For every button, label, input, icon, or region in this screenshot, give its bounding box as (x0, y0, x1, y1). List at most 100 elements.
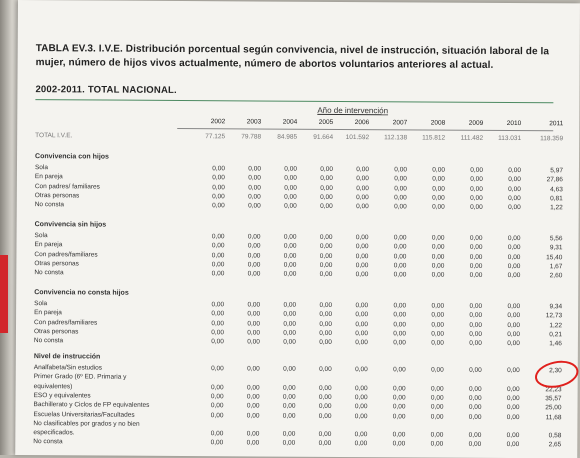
row-label: Analfabeta/Sin estudios (34, 364, 102, 371)
row-label: No consta (34, 337, 63, 344)
cell-value: 0,00 (403, 413, 443, 420)
cell-value: 11,68 (521, 414, 561, 421)
cell-value: 0,00 (481, 195, 521, 202)
cell-value: 0,00 (405, 185, 445, 192)
cell-value: 0,00 (443, 176, 483, 183)
cell-value: 84.985 (257, 133, 297, 140)
cell-value: 2005 (293, 119, 333, 126)
row-label: Primer Grado (6º ED. Primaria y (34, 373, 127, 381)
cell-value: 0,00 (292, 252, 332, 259)
cell-value: 0,00 (220, 393, 260, 400)
cell-value: 0,00 (292, 262, 332, 269)
cell-value: 0,00 (403, 431, 443, 438)
row-label: En pareja (34, 241, 62, 248)
cell-value: 0,00 (405, 176, 445, 183)
cell-value: 0,00 (404, 394, 444, 401)
cell-value: 0,00 (256, 339, 296, 346)
cell-value: 0,00 (256, 301, 296, 308)
cell-value: 0,00 (221, 175, 261, 182)
cell-value: 0,00 (328, 403, 368, 410)
year-group-header: Año de intervención (317, 106, 388, 115)
cell-value: 4,63 (523, 186, 563, 193)
cell-value: 0,00 (442, 272, 482, 279)
cell-value: 0,00 (219, 412, 259, 419)
cell-value: 0,00 (293, 194, 333, 201)
section-title: Convivencia sin hijos (35, 221, 107, 228)
row-label: equivalentes) (34, 383, 73, 390)
cell-value: 0,00 (367, 166, 407, 173)
cell-value: 0,00 (443, 204, 483, 211)
cell-value: 0,00 (293, 166, 333, 173)
cell-value: 0,00 (404, 272, 444, 279)
cell-value: 0,00 (367, 194, 407, 201)
cell-value: 0,00 (329, 184, 369, 191)
cell-value: 0,00 (293, 184, 333, 191)
cell-value: 0,00 (183, 430, 223, 437)
cell-value: 0,00 (481, 235, 521, 242)
cell-value: 25,00 (521, 404, 561, 411)
cell-value: 0,00 (328, 330, 368, 337)
cell-value: 0,00 (367, 185, 407, 192)
cell-value: 0,00 (184, 393, 224, 400)
cell-value: 0,00 (185, 233, 225, 240)
cell-value: 1,22 (522, 322, 562, 329)
table-title: TABLA EV.3. I.V.E. Distribución porcentu… (36, 42, 556, 73)
cell-value: 0,00 (479, 441, 519, 448)
cell-value: 118.359 (523, 135, 563, 142)
cell-value: 0,00 (366, 243, 406, 250)
cell-value: 0,00 (221, 165, 261, 172)
cell-value: 0,00 (183, 439, 223, 446)
row-label: No clasificables por grados y no bien (33, 420, 139, 428)
cell-value: 0,00 (219, 440, 259, 447)
cell-value: 0,00 (220, 311, 260, 318)
cell-value: 0,00 (366, 339, 406, 346)
cell-value: 0,00 (185, 184, 225, 191)
cell-value: 0,00 (481, 185, 521, 192)
cell-value: 0,00 (481, 167, 521, 174)
row-label: Con padres/familiares (34, 319, 97, 326)
cell-value: 0,81 (523, 195, 563, 202)
cell-value: 79.788 (221, 133, 261, 140)
cell-value: 0,00 (366, 403, 406, 410)
cell-value: 0,00 (185, 174, 225, 181)
row-label: En pareja (34, 309, 62, 316)
cell-value: 0,00 (480, 395, 520, 402)
cell-value: 0,00 (256, 393, 296, 400)
cell-value: 0,00 (184, 338, 224, 345)
cell-value: 27,86 (523, 176, 563, 183)
cell-value: 5,97 (523, 167, 563, 174)
cell-value: 0,00 (221, 233, 261, 240)
cell-value: 0,00 (479, 432, 519, 439)
cell-value: 0,00 (185, 193, 225, 200)
cell-value: 0,00 (442, 385, 482, 392)
cell-value: 0,00 (405, 204, 445, 211)
cell-value: 0,00 (367, 203, 407, 210)
cell-value: 0,00 (480, 367, 520, 374)
cell-value: 0,00 (479, 404, 519, 411)
cell-value: 2011 (523, 120, 563, 127)
cell-value: 0,58 (521, 432, 561, 439)
cell-value: 0,00 (185, 202, 225, 209)
cell-value: 0,00 (405, 234, 445, 241)
cell-value: 0,00 (327, 440, 367, 447)
cell-value: 0,00 (481, 204, 521, 211)
cell-value: 0,00 (442, 244, 482, 251)
cell-value: 0,00 (256, 271, 296, 278)
cell-value: 0,00 (292, 311, 332, 318)
cell-value: 0,00 (480, 272, 520, 279)
cell-value: 0,00 (221, 193, 261, 200)
cell-value: 0,00 (404, 262, 444, 269)
cell-value: 0,00 (292, 403, 332, 410)
cell-value: 0,00 (441, 432, 481, 439)
cell-value: 0,00 (366, 271, 406, 278)
row-label: especificados. (33, 429, 74, 436)
cell-value: 9,31 (522, 244, 562, 251)
row-label: Sola (35, 232, 48, 239)
cell-value: 0,00 (442, 262, 482, 269)
cell-value: 0,00 (480, 385, 520, 392)
cell-value: 0,00 (365, 413, 405, 420)
row-label: Otras personas (34, 260, 78, 267)
cell-value: 0,00 (184, 365, 224, 372)
